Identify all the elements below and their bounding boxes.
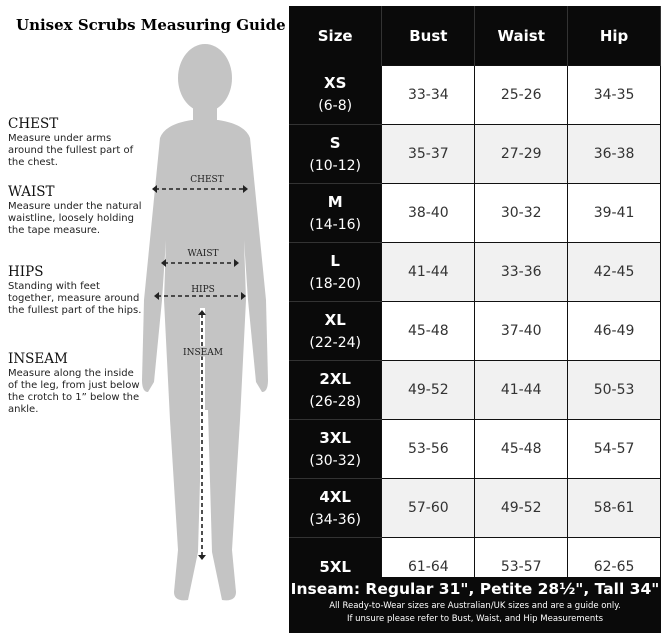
guide-waist: WAIST Measure under the natural waistline… [8, 184, 143, 237]
header-bust: Bust [381, 6, 476, 66]
waist-label: WAIST [187, 249, 218, 259]
hip-cell: 34-35 [567, 65, 661, 125]
size-label: 3XL [319, 428, 351, 447]
waist-cell: 45-48 [474, 419, 569, 479]
size-chart-table: Size Bust Waist Hip XS (6-8) 33-34 25-26 … [289, 6, 661, 597]
body-silhouette: CHEST WAIST HIPS INSEAM [142, 44, 268, 601]
hip-cell: 58-61 [567, 478, 661, 538]
table-row: XL (22-24) 45-48 37-40 46-49 [289, 301, 661, 361]
hip-cell: 46-49 [567, 301, 661, 361]
guide-heading: CHEST [8, 116, 59, 132]
guide-text: Measure under arms around the fullest pa… [8, 133, 134, 168]
hip-cell: 50-53 [567, 360, 661, 420]
waist-cell: 33-36 [474, 242, 569, 302]
guide-inseam: INSEAM Measure along the inside of the le… [8, 351, 143, 416]
size-label: M [327, 192, 343, 211]
size-range: (30-32) [309, 452, 361, 469]
bust-cell: 35-37 [381, 124, 476, 184]
guide-heading: WAIST [8, 184, 55, 200]
size-range: (14-16) [309, 216, 361, 233]
footer-note: If unsure please refer to Bust, Waist, a… [346, 614, 604, 624]
waist-cell: 49-52 [474, 478, 569, 538]
size-label: XL [324, 310, 346, 329]
table-header-row: Size Bust Waist Hip [289, 6, 661, 66]
guide-text: Measure along the inside of the leg, fro… [8, 368, 140, 415]
size-label: L [330, 251, 340, 270]
table-row: XS (6-8) 33-34 25-26 34-35 [289, 65, 661, 125]
hip-cell: 39-41 [567, 183, 661, 243]
bust-cell: 38-40 [381, 183, 476, 243]
chest-label: CHEST [190, 175, 223, 185]
guide-chest: CHEST Measure under arms around the fulle… [8, 116, 143, 169]
size-range: (22-24) [309, 334, 361, 351]
waist-cell: 37-40 [474, 301, 569, 361]
size-label: 5XL [319, 557, 351, 576]
size-cell: 3XL (30-32) [289, 419, 382, 479]
size-label: 2XL [319, 369, 351, 388]
bust-cell: 57-60 [381, 478, 476, 538]
size-label: S [329, 133, 341, 152]
hips-label: HIPS [191, 285, 215, 295]
table-row: S (10-12) 35-37 27-29 36-38 [289, 124, 661, 184]
table-footer: Inseam: Regular 31", Petite 28½", Tall 3… [289, 577, 661, 633]
waist-cell: 25-26 [474, 65, 569, 125]
inseam-lengths: Inseam: Regular 31", Petite 28½", Tall 3… [290, 580, 660, 598]
guide-text: Measure under the natural waistline, loo… [8, 201, 142, 236]
table-row: 3XL (30-32) 53-56 45-48 54-57 [289, 419, 661, 479]
bust-cell: 53-56 [381, 419, 476, 479]
table-row: M (14-16) 38-40 30-32 39-41 [289, 183, 661, 243]
hip-cell: 36-38 [567, 124, 661, 184]
size-cell: 2XL (26-28) [289, 360, 382, 420]
table-row: 2XL (26-28) 49-52 41-44 50-53 [289, 360, 661, 420]
size-cell: S (10-12) [289, 124, 382, 184]
size-label: 4XL [319, 487, 351, 506]
waist-cell: 30-32 [474, 183, 569, 243]
waist-cell: 27-29 [474, 124, 569, 184]
size-range: (34-36) [309, 511, 361, 528]
size-cell: XS (6-8) [289, 65, 382, 125]
page-title: Unisex Scrubs Measuring Guide [16, 16, 286, 34]
table-row: L (18-20) 41-44 33-36 42-45 [289, 242, 661, 302]
size-range: (6-8) [318, 98, 353, 115]
waist-cell: 41-44 [474, 360, 569, 420]
size-range: (18-20) [309, 275, 361, 292]
size-cell: M (14-16) [289, 183, 382, 243]
guide-heading: INSEAM [8, 351, 68, 367]
guide-text: Standing with feet together, measure aro… [8, 281, 142, 316]
guide-heading: HIPS [8, 264, 44, 280]
inseam-label: INSEAM [183, 348, 223, 358]
size-cell: L (18-20) [289, 242, 382, 302]
guide-hips: HIPS Standing with feet together, measure… [8, 264, 143, 317]
size-cell: 4XL (34-36) [289, 478, 382, 538]
header-hip: Hip [567, 6, 661, 66]
header-waist: Waist [474, 6, 569, 66]
bust-cell: 49-52 [381, 360, 476, 420]
hip-cell: 42-45 [567, 242, 661, 302]
bust-cell: 33-34 [381, 65, 476, 125]
size-range: (26-28) [309, 393, 361, 410]
header-size: Size [289, 6, 383, 66]
hip-cell: 54-57 [567, 419, 661, 479]
bust-cell: 45-48 [381, 301, 476, 361]
size-label: XS [324, 74, 347, 93]
footer-note: All Ready-to-Wear sizes are Australian/U… [329, 601, 621, 611]
bust-cell: 41-44 [381, 242, 476, 302]
size-cell: XL (22-24) [289, 301, 382, 361]
table-row: 4XL (34-36) 57-60 49-52 58-61 [289, 478, 661, 538]
size-range: (10-12) [309, 157, 361, 174]
